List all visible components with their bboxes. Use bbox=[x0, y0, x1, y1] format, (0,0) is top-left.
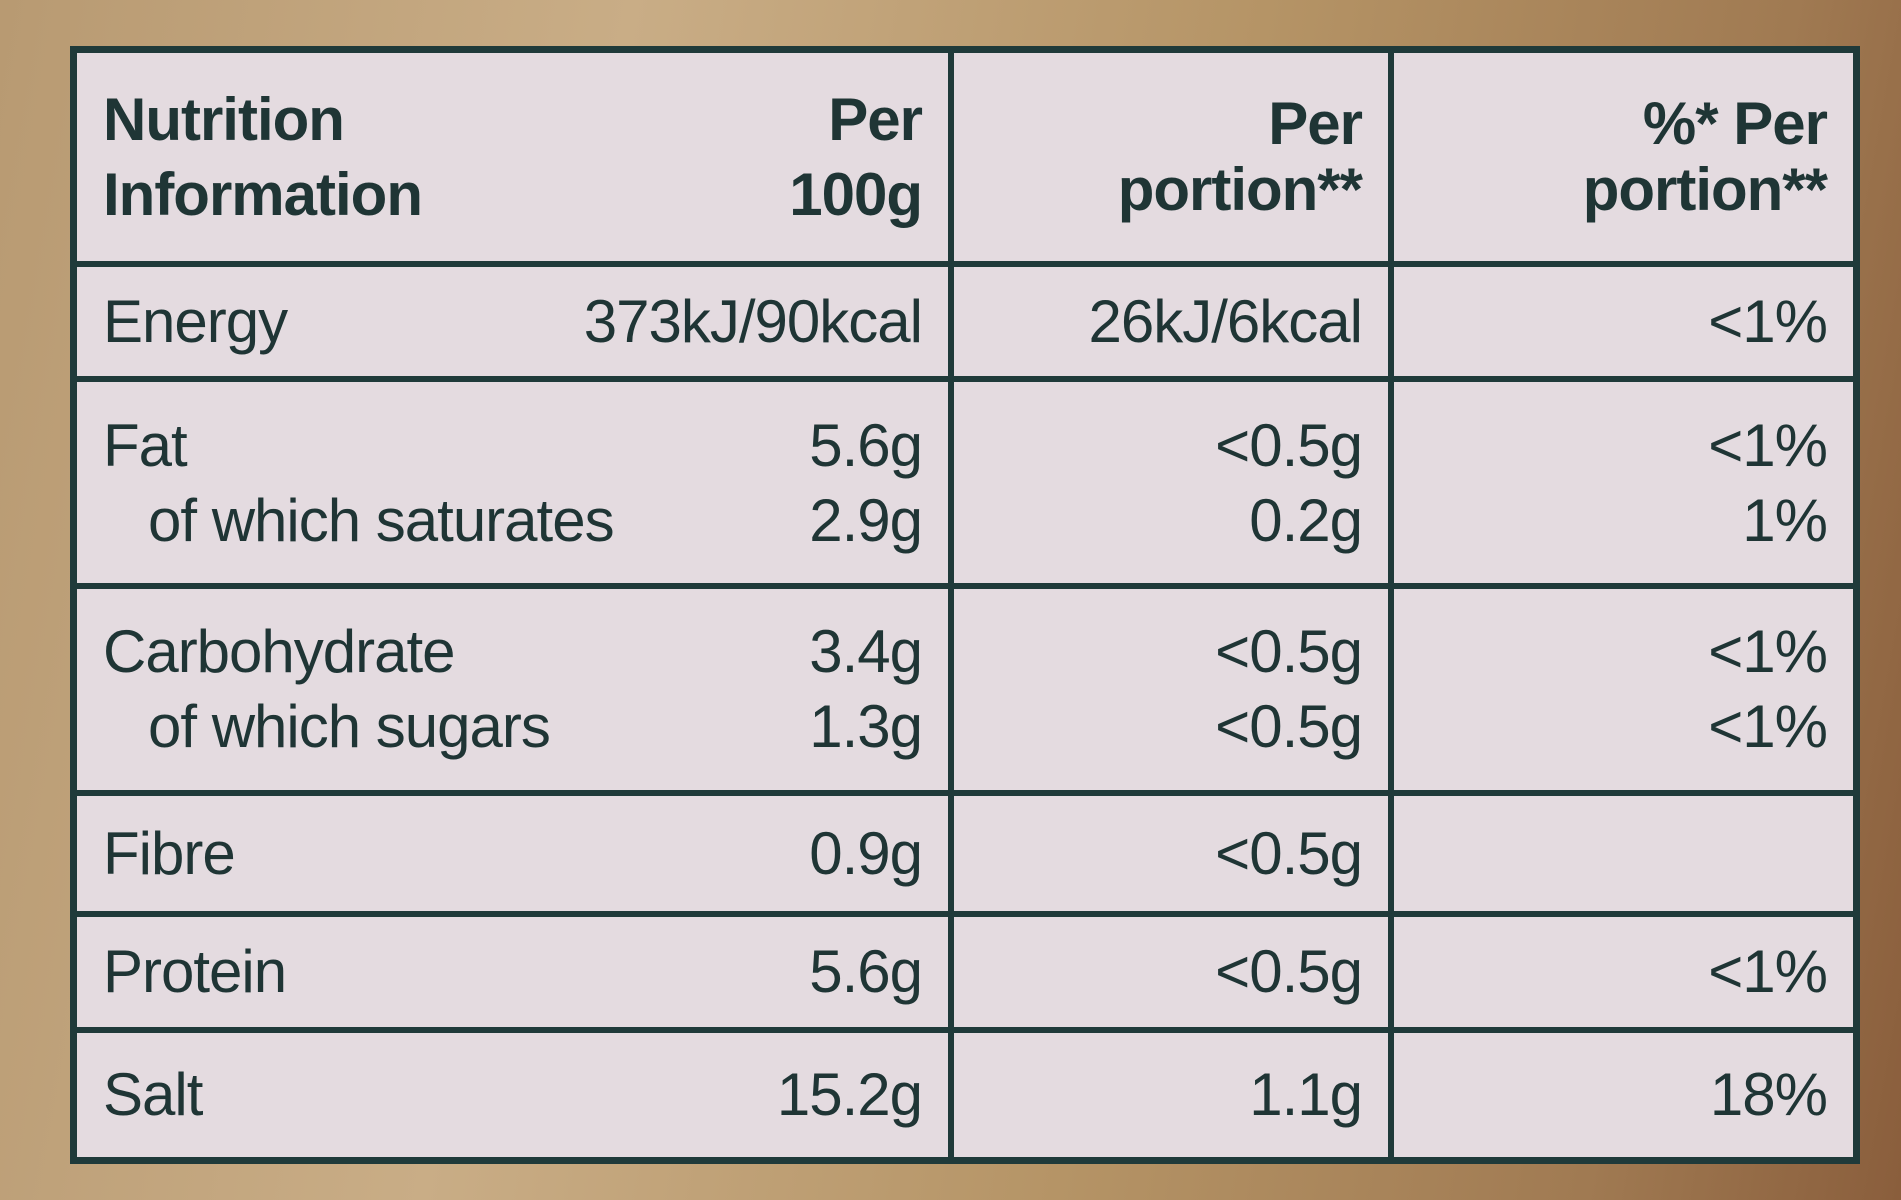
per-100g-value: 5.6g bbox=[809, 411, 923, 479]
nutrition-table-frame: Nutrition Information Per 100g Per porti… bbox=[70, 46, 1860, 1164]
per-100g-value: 5.6g bbox=[809, 938, 923, 1006]
nutrient-cell: Salt 15.2g bbox=[77, 1026, 954, 1157]
nutrient-label: Fat bbox=[103, 411, 188, 479]
percent-cell: <1% 1% bbox=[1388, 376, 1853, 589]
nutrient-cell: Energy 373kJ/90kcal bbox=[77, 260, 954, 383]
group-row: Energy 373kJ/90kcal 26kJ/6kcal <1% bbox=[77, 260, 1853, 383]
per-100g-value: 3.4g bbox=[809, 618, 923, 686]
group-row: Protein 5.6g <0.5g <1% bbox=[77, 911, 1853, 1033]
header-cell: Nutrition Information Per 100g bbox=[77, 53, 954, 264]
portion-cell: <0.5g 0.2g bbox=[948, 376, 1394, 589]
per-100g-value: 0.9g bbox=[809, 819, 923, 887]
per-portion-value: 1.1g bbox=[1249, 1061, 1363, 1129]
per-100g-value: 15.2g bbox=[776, 1061, 923, 1129]
header-cell: Per portion** bbox=[948, 53, 1394, 264]
group-row: Fat 5.6g of which saturates 2.9g <0.5g 0.2g <1… bbox=[77, 376, 1853, 589]
nutrient-line: Fat 5.6g bbox=[103, 408, 923, 483]
percent-value: <1% bbox=[1708, 287, 1828, 355]
per-100g-value: 1.3g bbox=[809, 693, 923, 761]
per-portion-value: <0.5g bbox=[1215, 411, 1363, 479]
group-row: Fibre 0.9g <0.5g bbox=[77, 789, 1853, 918]
nutrient-cell: Fat 5.6g of which saturates 2.9g bbox=[77, 376, 954, 589]
group-row: Carbohydrate 3.4g of which sugars 1.3g <0.5g… bbox=[77, 582, 1853, 796]
nutrient-cell: Carbohydrate 3.4g of which sugars 1.3g bbox=[77, 582, 954, 796]
nutrient-line: Fibre 0.9g bbox=[103, 816, 923, 891]
nutrient-line: Protein 5.6g bbox=[103, 934, 923, 1009]
portion-cell: 26kJ/6kcal bbox=[948, 260, 1394, 383]
nutrient-line: of which sugars 1.3g bbox=[103, 689, 923, 764]
percent-value: <1% bbox=[1708, 618, 1828, 686]
portion-cell: 1.1g bbox=[948, 1026, 1394, 1157]
percent-cell: <1% bbox=[1388, 260, 1853, 383]
percent-value: 1% bbox=[1742, 486, 1828, 554]
nutrient-label: of which sugars bbox=[148, 693, 551, 761]
per-portion-value: 26kJ/6kcal bbox=[1088, 287, 1363, 355]
percent-cell: <1% <1% bbox=[1388, 582, 1853, 796]
percent-value: 18% bbox=[1709, 1061, 1828, 1129]
nutrient-label: Protein bbox=[103, 938, 287, 1006]
header-text: Per portion** bbox=[1117, 89, 1363, 223]
percent-cell bbox=[1388, 789, 1853, 918]
header-row: Nutrition Information Per 100g Per porti… bbox=[77, 53, 1853, 264]
nutrient-label: Fibre bbox=[103, 819, 236, 887]
per-100g-value: 373kJ/90kcal bbox=[583, 287, 923, 355]
per-100g-value: 2.9g bbox=[809, 486, 923, 554]
portion-cell: <0.5g bbox=[948, 789, 1394, 918]
nutrient-line: of which saturates 2.9g bbox=[103, 483, 923, 558]
nutrient-cell: Protein 5.6g bbox=[77, 911, 954, 1033]
percent-value: <1% bbox=[1708, 411, 1828, 479]
nutrition-table: Nutrition Information Per 100g Per porti… bbox=[77, 53, 1853, 1157]
header-text: Per 100g bbox=[789, 85, 923, 228]
header-text: Nutrition Information bbox=[103, 85, 423, 228]
per-portion-value: <0.5g bbox=[1215, 938, 1363, 1006]
per-portion-value: <0.5g bbox=[1215, 693, 1363, 761]
per-portion-value: <0.5g bbox=[1215, 819, 1363, 887]
nutrient-label: Energy bbox=[103, 287, 288, 355]
percent-cell: <1% bbox=[1388, 911, 1853, 1033]
nutrient-label: of which saturates bbox=[148, 486, 615, 554]
nutrient-line: Carbohydrate 3.4g bbox=[103, 614, 923, 689]
percent-cell: 18% bbox=[1388, 1026, 1853, 1157]
header-text: %* Per portion** bbox=[1582, 89, 1828, 223]
portion-cell: <0.5g <0.5g bbox=[948, 582, 1394, 796]
per-portion-value: <0.5g bbox=[1215, 618, 1363, 686]
nutrient-label: Salt bbox=[103, 1061, 203, 1129]
nutrient-line: Salt 15.2g bbox=[103, 1057, 923, 1132]
percent-value: <1% bbox=[1708, 938, 1828, 1006]
nutrient-label: Carbohydrate bbox=[103, 618, 456, 686]
portion-cell: <0.5g bbox=[948, 911, 1394, 1033]
percent-value: <1% bbox=[1708, 693, 1828, 761]
header-cell: %* Per portion** bbox=[1388, 53, 1853, 264]
nutrient-line: Energy 373kJ/90kcal bbox=[103, 284, 923, 359]
nutrient-cell: Fibre 0.9g bbox=[77, 789, 954, 918]
group-row: Salt 15.2g 1.1g 18% bbox=[77, 1026, 1853, 1157]
per-portion-value: 0.2g bbox=[1249, 486, 1363, 554]
